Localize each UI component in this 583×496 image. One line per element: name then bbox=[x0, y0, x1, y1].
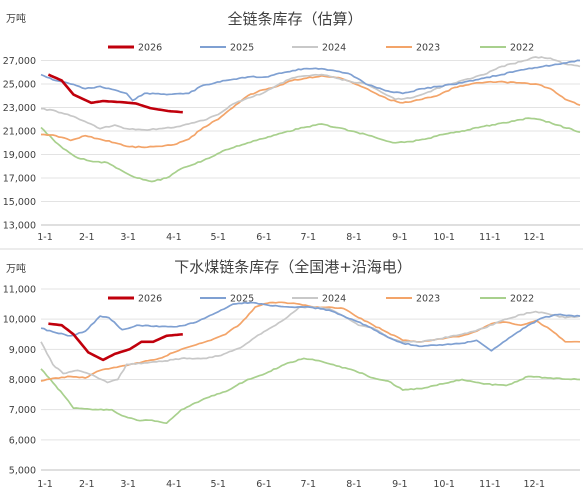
x-tick-label: 9-1 bbox=[392, 232, 408, 243]
y-tick-label: 10,000 bbox=[3, 315, 36, 326]
x-tick-label: 11-1 bbox=[479, 232, 501, 243]
plot-area bbox=[40, 301, 581, 425]
unit-label: 万吨 bbox=[6, 262, 26, 275]
x-tick-label: 5-1 bbox=[210, 232, 226, 243]
y-tick-label: 5,000 bbox=[9, 466, 36, 477]
x-tick-label: 12-1 bbox=[523, 232, 545, 243]
legend-label-2023: 2023 bbox=[416, 43, 440, 54]
legend-label-2024: 2024 bbox=[322, 294, 346, 305]
x-tick-label: 4-1 bbox=[166, 232, 182, 243]
x-tick-label: 4-1 bbox=[166, 479, 182, 490]
plot-area bbox=[40, 56, 581, 183]
y-tick-label: 9,000 bbox=[9, 345, 36, 356]
series-line-2026 bbox=[47, 73, 183, 114]
series-line-2022 bbox=[40, 357, 581, 425]
y-tick-label: 7,000 bbox=[9, 405, 36, 416]
x-tick-label: 1-1 bbox=[37, 232, 53, 243]
x-tick-label: 6-1 bbox=[256, 479, 272, 490]
chart-title: 全链条库存（估算） bbox=[227, 10, 362, 28]
legend: 2026 2025 2024 2023 2022 bbox=[108, 294, 534, 305]
y-tick-labels: 13,000 15,000 17,000 19,000 21,000 23,000 25,0… bbox=[3, 56, 36, 232]
y-tick-label: 17,000 bbox=[3, 174, 36, 185]
y-gridlines bbox=[41, 60, 580, 226]
y-tick-label: 13,000 bbox=[3, 221, 36, 232]
x-tick-label: 12-1 bbox=[523, 479, 545, 490]
y-tick-label: 25,000 bbox=[3, 80, 36, 91]
x-tick-label: 9-1 bbox=[392, 479, 408, 490]
chart-inventory-full-chain: 全链条库存（估算） 万吨 13,000 15,000 17,000 19,000 21,… bbox=[3, 10, 581, 243]
y-gridlines bbox=[41, 288, 580, 471]
x-tick-label: 10-1 bbox=[433, 232, 455, 243]
y-tick-label: 23,000 bbox=[3, 103, 36, 114]
y-tick-label: 15,000 bbox=[3, 197, 36, 208]
x-tick-label: 2-1 bbox=[79, 479, 95, 490]
chart-seaborne-coal-inventory: 下水煤链条库存（全国港+沿海电） 万吨 5,000 6,000 7,000 8,000… bbox=[3, 258, 581, 490]
x-tick-label: 8-1 bbox=[346, 232, 362, 243]
series-line-2023 bbox=[40, 301, 581, 382]
x-tick-label: 7-1 bbox=[301, 479, 317, 490]
x-tick-label: 1-1 bbox=[37, 479, 53, 490]
x-tick-labels: 1-1 2-1 3-1 4-1 5-1 6-1 7-1 8-1 9-1 10-1 11-1 12-1 bbox=[37, 232, 545, 243]
legend: 2026 2025 2024 2023 2022 bbox=[108, 43, 534, 54]
x-tick-label: 8-1 bbox=[346, 479, 362, 490]
legend-label-2026: 2026 bbox=[138, 43, 162, 54]
legend-label-2024: 2024 bbox=[322, 43, 346, 54]
series-line-2023 bbox=[41, 74, 581, 149]
chart-title: 下水煤链条库存（全国港+沿海电） bbox=[174, 258, 412, 276]
series-line-2026 bbox=[48, 322, 183, 362]
y-tick-label: 6,000 bbox=[9, 435, 36, 446]
y-tick-label: 21,000 bbox=[3, 127, 36, 138]
x-tick-label: 5-1 bbox=[210, 479, 226, 490]
x-tick-label: 2-1 bbox=[79, 232, 95, 243]
y-tick-label: 27,000 bbox=[3, 56, 36, 67]
legend-label-2022: 2022 bbox=[510, 43, 534, 54]
series-line-2025 bbox=[40, 59, 581, 102]
legend-label-2025: 2025 bbox=[230, 43, 254, 54]
x-tick-label: 11-1 bbox=[479, 479, 501, 490]
legend-label-2023: 2023 bbox=[416, 294, 440, 305]
series-line-2024 bbox=[41, 56, 581, 131]
x-tick-label: 10-1 bbox=[433, 479, 455, 490]
x-tick-label: 6-1 bbox=[256, 232, 272, 243]
x-tick-label: 3-1 bbox=[120, 232, 136, 243]
series-line-2025 bbox=[40, 301, 581, 352]
y-tick-label: 11,000 bbox=[3, 285, 36, 296]
x-tick-label: 7-1 bbox=[301, 232, 317, 243]
legend-label-2026: 2026 bbox=[138, 294, 162, 305]
y-tick-label: 19,000 bbox=[3, 150, 36, 161]
legend-label-2025: 2025 bbox=[230, 294, 254, 305]
series-line-2022 bbox=[40, 117, 581, 183]
legend-label-2022: 2022 bbox=[510, 294, 534, 305]
y-tick-labels: 5,000 6,000 7,000 8,000 9,000 10,000 11,000 bbox=[3, 285, 36, 477]
y-tick-label: 8,000 bbox=[9, 375, 36, 386]
x-tick-labels: 1-1 2-1 3-1 4-1 5-1 6-1 7-1 8-1 9-1 10-1 11-1 12-1 bbox=[37, 479, 545, 490]
unit-label: 万吨 bbox=[6, 12, 26, 25]
x-tick-label: 3-1 bbox=[120, 479, 136, 490]
